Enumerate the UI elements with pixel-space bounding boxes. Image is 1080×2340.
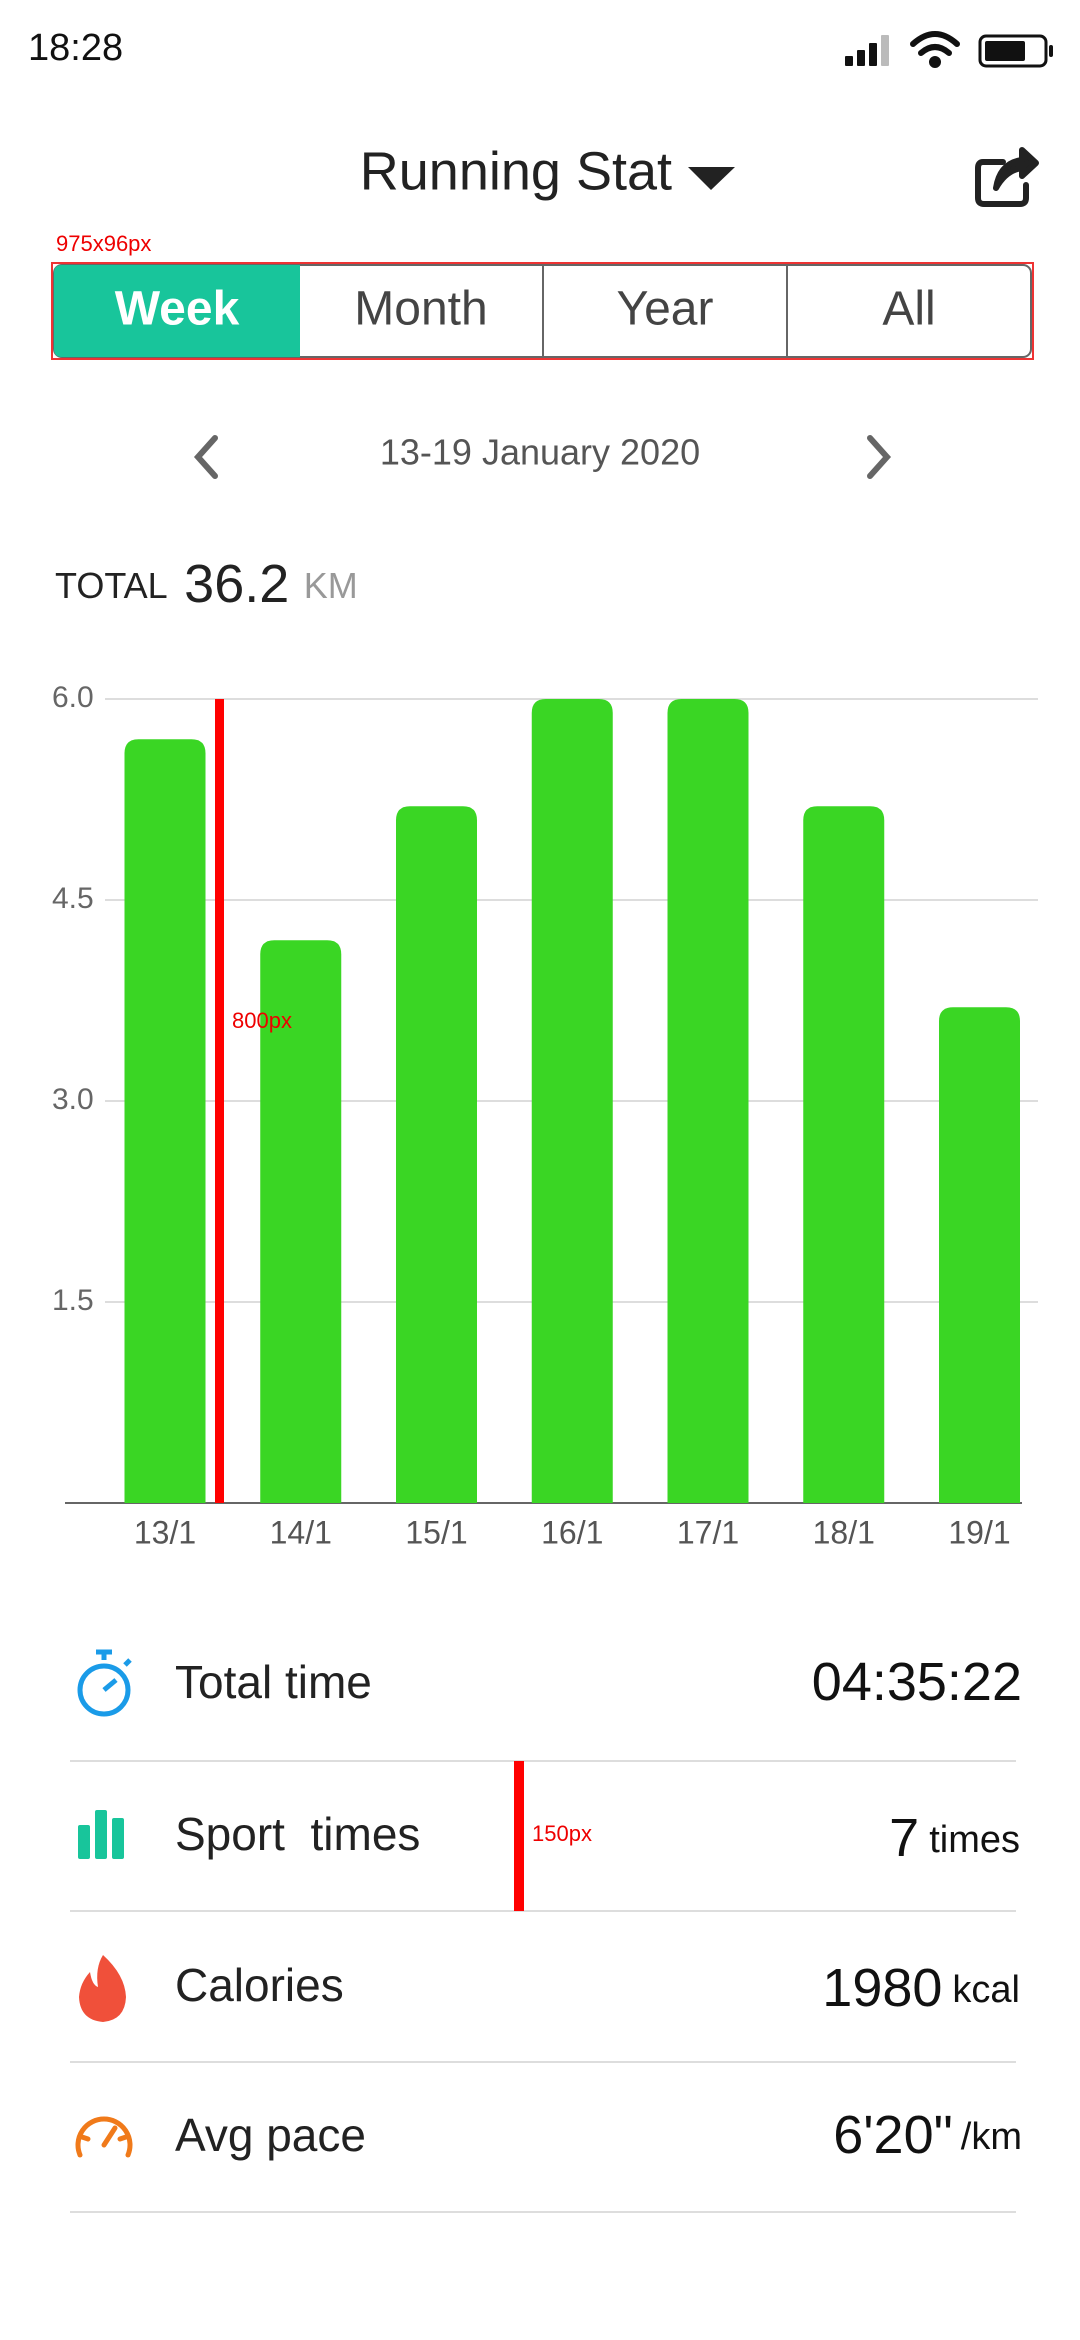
total: TOTAL 36.2 KM [55,554,358,614]
stat-number: 1980 [822,1958,942,2018]
flame-icon [79,1955,126,2022]
status-time: 18:28 [28,27,123,69]
total-unit: KM [304,565,358,606]
x-tick-label: 19/1 [948,1514,1010,1550]
prev-button[interactable] [193,435,218,479]
stat-number: 7 [889,1808,919,1868]
stat-label: Avg pace [175,2109,366,2161]
signal-icon [845,35,889,66]
tab[interactable]: Week [115,283,240,336]
tab[interactable]: Month [354,283,487,336]
x-tick-label: 17/1 [677,1514,739,1550]
stopwatch-icon [77,1649,132,1717]
bar [124,739,206,1503]
bar [667,699,749,1503]
annotation-label: 975x96px [56,231,151,256]
bars-icon [78,1810,124,1859]
wifi-icon [910,31,960,68]
stat-label: Calories [175,1959,344,2011]
stat-value: 6'20"/km [833,2105,1022,2165]
total-value: 36.2 [184,554,289,614]
bar [531,699,613,1503]
y-tick-label: 4.5 [52,882,94,915]
x-tick-label: 18/1 [813,1514,875,1550]
next-button[interactable] [867,435,892,479]
y-tick-label: 3.0 [52,1083,94,1116]
stat-unit: kcal [952,1969,1020,2011]
stat-label: Sport times [175,1808,420,1860]
bar [396,806,477,1503]
share-button[interactable] [975,147,1039,207]
tab[interactable]: All [882,283,935,336]
tab[interactable]: Year [617,283,714,336]
stat-number: 6'20" [833,2105,953,2165]
annotation-label: 800px [232,1008,292,1033]
annotation-line [215,699,224,1503]
stat-label: Total time [175,1656,372,1708]
title-dropdown[interactable] [688,167,735,190]
stat-value: 7 times [889,1808,1020,1868]
stat-number: 04:35:22 [812,1652,1022,1712]
y-tick-label: 1.5 [52,1284,94,1317]
y-tick-label: 6.0 [52,681,94,714]
battery-icon [978,34,1053,68]
tab-active[interactable] [54,265,300,357]
date-range: 13-19 January 2020 [380,432,700,473]
x-tick-label: 16/1 [541,1514,603,1550]
stat-unit: /km [961,2116,1022,2158]
bar [803,806,885,1503]
annotation-line [514,1761,524,1911]
x-tick-label: 14/1 [270,1514,332,1550]
tab-bar: Week Month Year All [53,264,1032,358]
page-title: Running Stat [360,141,672,201]
annotation-label: 150px [532,1821,592,1846]
stat-value: 04:35:22 [812,1652,1022,1712]
stats-list: Total time 04:35:22 Sport times 7 times C… [70,1649,1022,2213]
x-tick-label: 13/1 [134,1514,196,1550]
x-tick-label: 15/1 [405,1514,467,1550]
bar [939,1007,1020,1503]
total-label: TOTAL [55,565,168,606]
stat-unit: times [929,1819,1020,1861]
gauge-icon [75,2116,133,2158]
stat-value: 1980 kcal [822,1958,1020,2018]
bar [260,940,342,1503]
bar-chart: 1.5 3.0 4.5 6.0 13/1 14/1 15/1 16/1 17/1 18/1 19/1 [52,681,1038,1550]
annotation-box [51,262,1034,360]
